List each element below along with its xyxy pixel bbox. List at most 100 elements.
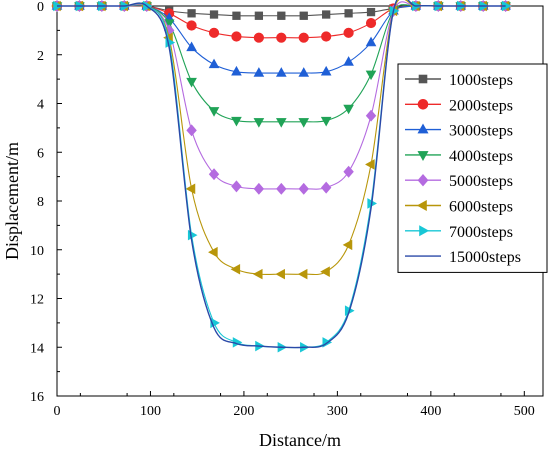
legend: 1000steps 2000steps 3000steps 4000steps 5000…: [397, 63, 548, 273]
square-marker: [322, 10, 331, 19]
y-tick-label: 2: [37, 49, 44, 64]
triangle-left-marker: [185, 183, 196, 195]
triangle-left-marker: [230, 263, 241, 275]
diamond-marker: [186, 124, 197, 137]
triangle-down-marker: [320, 116, 332, 127]
triangle-right-marker: [419, 225, 430, 237]
circle-marker: [417, 99, 429, 110]
circle-marker: [321, 31, 332, 42]
y-tick-label: 6: [37, 146, 44, 161]
square-marker: [299, 11, 308, 20]
diamond-marker: [276, 182, 287, 195]
legend-label: 5000steps: [449, 173, 513, 190]
series-line: [56, 0, 506, 349]
series-layer: [51, 0, 512, 353]
legend-label: 3000steps: [449, 123, 513, 140]
x-tick-label: 200: [233, 404, 254, 419]
triangle-left-marker: [275, 268, 285, 280]
triangle-up-marker: [343, 56, 354, 66]
diamond-marker: [343, 165, 354, 178]
legend-item: 4000steps: [405, 148, 513, 165]
y-tick-label: 12: [30, 293, 44, 308]
y-tick-label: 0: [37, 0, 44, 15]
triangle-down-marker: [365, 70, 377, 81]
triangle-up-marker: [231, 65, 242, 76]
triangle-up-marker: [298, 67, 310, 77]
x-tick-label: 400: [420, 404, 441, 419]
y-tick-label: 16: [30, 390, 44, 405]
square-marker: [209, 10, 219, 19]
legend-item: 7000steps: [405, 224, 513, 241]
square-marker: [344, 9, 353, 18]
diamond-marker: [208, 168, 220, 181]
legend-box: [397, 63, 548, 273]
circle-marker: [365, 17, 377, 29]
triangle-down-marker: [343, 104, 354, 115]
y-tick-label: 8: [37, 195, 44, 210]
x-tick-label: 300: [327, 404, 348, 419]
triangle-left-marker: [297, 268, 308, 280]
triangle-up-marker: [417, 123, 429, 134]
y-axis-label: Displacement/m: [2, 142, 22, 260]
legend-item: 15000steps: [405, 249, 521, 266]
triangle-up-marker: [186, 41, 197, 52]
legend-label: 4000steps: [449, 148, 513, 165]
triangle-left-marker: [252, 268, 263, 280]
legend-item: 3000steps: [405, 123, 513, 140]
square-marker: [366, 7, 376, 17]
legend-item: 2000steps: [405, 97, 513, 114]
triangle-down-marker: [186, 77, 197, 88]
legend-item: 5000steps: [405, 173, 513, 190]
triangle-down-marker: [298, 118, 310, 128]
circle-marker: [186, 20, 197, 31]
legend-label: 7000steps: [449, 224, 513, 241]
triangle-left-marker: [342, 239, 353, 251]
triangle-up-marker: [275, 67, 287, 77]
circle-marker: [343, 27, 354, 38]
square-marker: [254, 11, 264, 20]
diamond-marker: [417, 173, 429, 187]
series-15000steps: [56, 0, 506, 349]
triangle-left-marker: [320, 266, 330, 277]
y-tick-label: 14: [30, 341, 44, 356]
legend-label: 2000steps: [449, 97, 513, 114]
square-marker: [277, 11, 286, 20]
triangle-up-marker: [365, 36, 377, 47]
diamond-marker: [253, 182, 265, 195]
legend-label: 15000steps: [449, 249, 521, 266]
square-marker: [418, 74, 428, 84]
legend-item: 1000steps: [405, 72, 513, 89]
triangle-up-marker: [208, 58, 220, 69]
triangle-down-marker: [208, 107, 220, 117]
x-tick-label: 100: [140, 404, 161, 419]
diamond-marker: [320, 181, 332, 194]
triangle-down-marker: [275, 118, 287, 128]
y-tick-label: 10: [30, 244, 44, 259]
square-marker: [232, 11, 241, 20]
x-axis-ticks: 0 100 200 300 400 500: [54, 391, 535, 419]
diamond-marker: [231, 180, 242, 193]
diamond-marker: [365, 109, 377, 122]
triangle-left-marker: [208, 246, 218, 258]
x-axis-label: Distance/m: [259, 430, 341, 450]
diamond-marker: [298, 182, 309, 195]
x-tick-label: 500: [514, 404, 535, 419]
triangle-left-marker: [365, 159, 375, 170]
circle-marker: [231, 31, 242, 42]
y-tick-label: 4: [37, 98, 44, 113]
triangle-up-marker: [320, 65, 332, 76]
legend-label: 6000steps: [449, 199, 513, 216]
circle-marker: [253, 32, 264, 43]
triangle-left-marker: [416, 199, 427, 212]
legend-label: 1000steps: [449, 72, 513, 89]
y-axis-ticks: 0 2 4 6 8 10 12 14 16: [30, 0, 62, 405]
circle-marker: [276, 32, 287, 43]
triangle-down-marker: [231, 116, 242, 127]
triangle-up-marker: [253, 67, 265, 77]
x-tick-label: 0: [54, 404, 61, 419]
circle-marker: [298, 32, 309, 43]
legend-item: 6000steps: [405, 199, 513, 216]
circle-marker: [208, 27, 220, 38]
triangle-down-marker: [417, 151, 429, 162]
